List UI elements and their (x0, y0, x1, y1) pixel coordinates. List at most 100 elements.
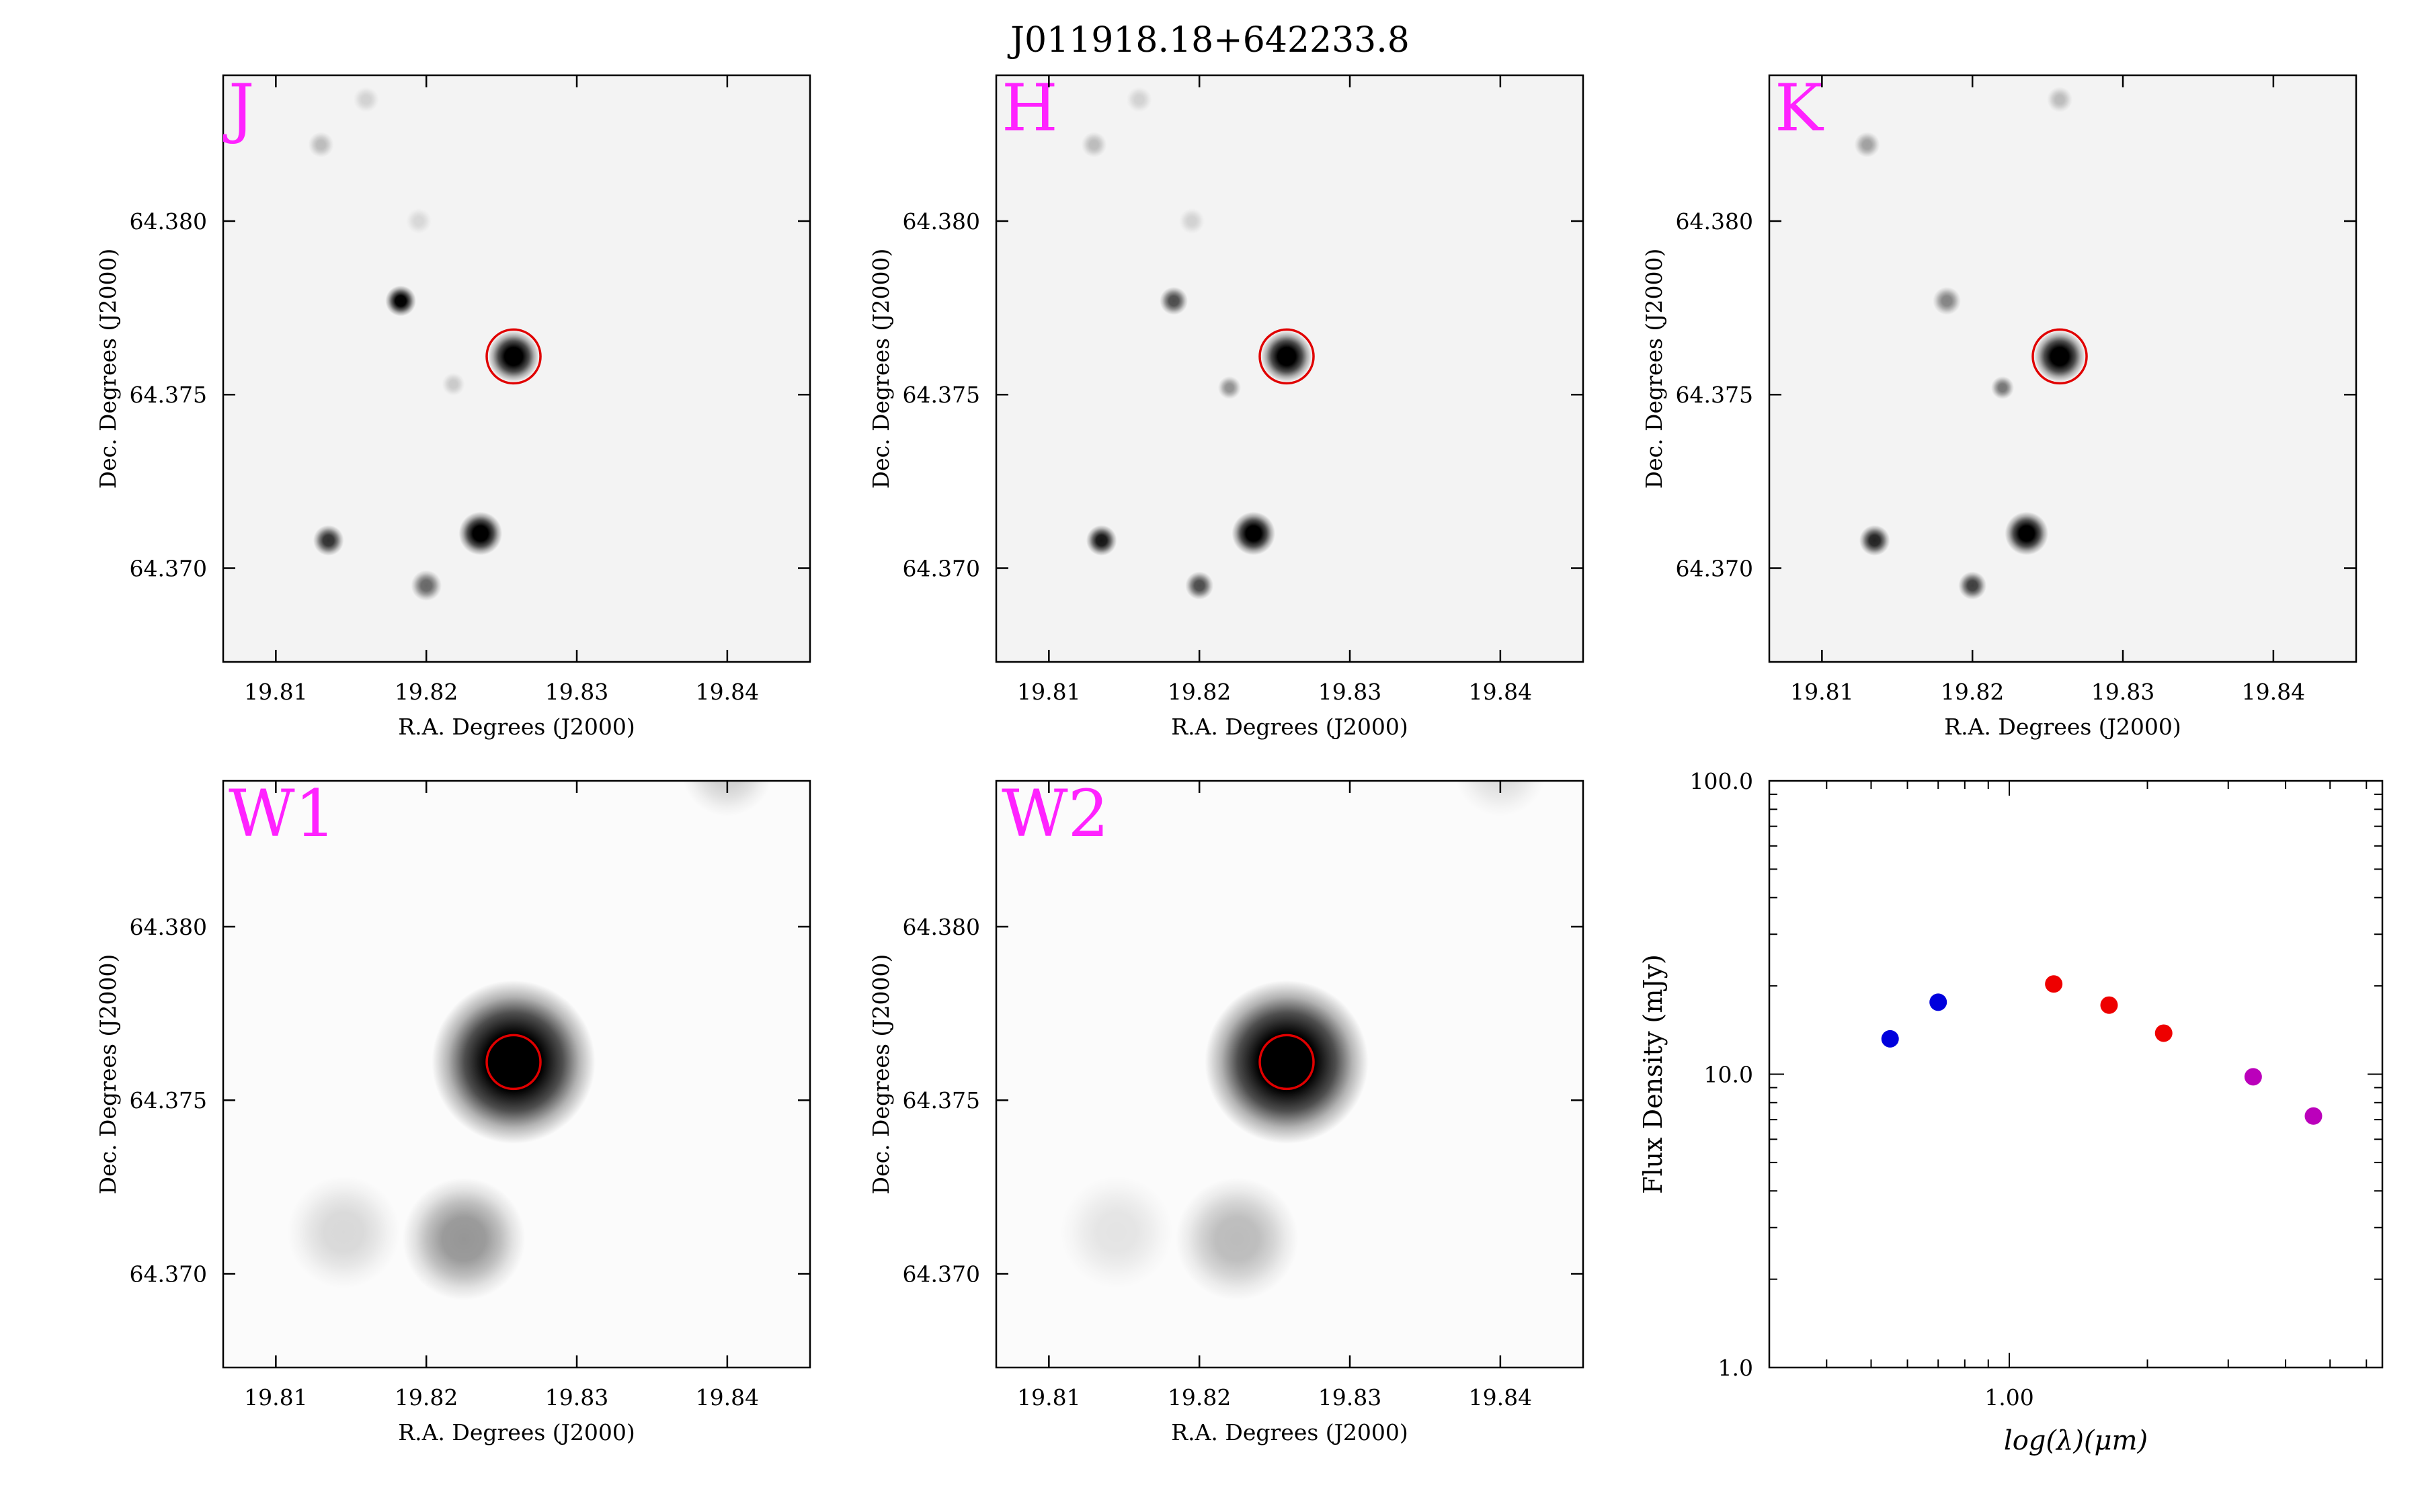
x-tick-label: 19.82 (1168, 1384, 1231, 1411)
sources-layer (1081, 87, 1313, 600)
y-tick-label: 10.0 (1704, 1062, 1753, 1088)
y-tick-label: 64.380 (903, 208, 980, 235)
sed-point (2100, 996, 2118, 1014)
source-blob (313, 525, 344, 556)
y-tick-label: 64.375 (130, 1087, 207, 1114)
source-blob (1086, 525, 1117, 556)
x-tick-label: 19.83 (545, 1384, 608, 1411)
y-tick-label: 64.380 (130, 208, 207, 235)
aperture-circle (1258, 328, 1315, 385)
source-blob (1859, 525, 1890, 556)
band-label: W1 (229, 776, 336, 851)
source-blob (458, 511, 503, 556)
source-blob (1958, 571, 1987, 600)
x-axis-label: log(λ)(μm) (2004, 1425, 2148, 1456)
source-blob (353, 87, 379, 113)
sed-point (2304, 1107, 2323, 1125)
y-axis-label: Dec. Degrees (J2000) (868, 954, 894, 1195)
y-tick-label: 64.370 (903, 1261, 980, 1288)
aperture-circle (2031, 328, 2088, 385)
source-blob (1185, 571, 1214, 600)
image-panel-h: H19.81 19.82 19.83 19.8464.37064.37564.380R… (868, 71, 1584, 740)
y-axis-label: Flux Density (mJy) (1638, 954, 1668, 1194)
y-tick-label: 100.0 (1690, 768, 1753, 794)
y-tick-label: 64.380 (130, 914, 207, 940)
x-tick-label: 19.82 (1168, 679, 1231, 705)
sed-panel: 1.0 10.0 100.0 1.00 log(λ)(μm) Flux Density (… (1638, 768, 2384, 1456)
source-blob (1126, 87, 1152, 113)
source-blob (2034, 331, 2086, 382)
y-tick-label: 1.0 (1718, 1355, 1753, 1381)
x-tick-label: 19.81 (1017, 679, 1080, 705)
aperture-circle (1258, 1034, 1315, 1091)
source-blob (1933, 286, 1962, 315)
sources-layer (308, 87, 540, 601)
aperture-circle (485, 328, 542, 385)
y-tick-label: 64.370 (130, 556, 207, 582)
x-tick-label: 19.81 (1790, 679, 1853, 705)
y-tick-label: 64.375 (1676, 382, 1753, 408)
sed-point (1881, 1030, 1899, 1048)
plot-frame (995, 780, 1584, 1369)
y-tick-label: 64.375 (903, 1087, 980, 1114)
y-tick-label: 64.370 (903, 556, 980, 582)
image-panel-w1: W1 19.81 19.82 19.83 19.84 64.370 64.375 64.380… (95, 776, 811, 1445)
sed-series (1881, 993, 1947, 1048)
x-tick-label: 19.82 (1941, 679, 2004, 705)
sed-series (2244, 1068, 2323, 1125)
source-blob (1217, 376, 1242, 400)
x-tick-label: 19.84 (696, 1384, 759, 1411)
x-tick-label: 19.84 (1469, 1384, 1532, 1411)
source-blob (1990, 376, 2015, 400)
image-panel-j: J19.81 19.82 19.83 19.8464.37064.37564.380R… (95, 71, 811, 740)
source-blob (406, 208, 432, 234)
y-tick-label: 64.375 (903, 382, 980, 408)
sed-point (2244, 1068, 2262, 1086)
image-panel-k: K 19.81 19.82 19.83 19.84 64.370 64.375 64.380 R… (1641, 71, 2357, 740)
sed-point (2045, 975, 2063, 993)
plot-frame (1768, 780, 2384, 1369)
source-blob (1060, 1175, 1173, 1289)
y-axis-label: Dec. Degrees (J2000) (95, 249, 121, 489)
band-label: W2 (1002, 776, 1109, 851)
sources-layer (1854, 87, 2086, 600)
plot-frame (222, 780, 811, 1369)
x-tick-label: 19.81 (244, 1384, 307, 1411)
band-label: K (1775, 71, 1824, 146)
y-axis-label: Dec. Degrees (J2000) (95, 954, 121, 1195)
source-blob (287, 1175, 400, 1289)
source-blob (385, 285, 416, 317)
plot-frame (995, 74, 1584, 663)
x-tick-label: 19.81 (1017, 1384, 1080, 1411)
source-blob (1081, 132, 1107, 158)
source-blob (1261, 331, 1313, 382)
source-blob (442, 372, 465, 396)
x-tick-label: 19.84 (696, 679, 759, 705)
source-blob (2047, 87, 2073, 113)
source-blob (1455, 781, 1545, 816)
sed-point (2154, 1024, 2173, 1042)
source-blob (2005, 511, 2049, 556)
image-panel-w2: W2 19.81 19.82 19.83 19.84 64.370 64.375 64.380… (868, 776, 1584, 1445)
sources-layer (1060, 781, 1545, 1301)
source-blob (1175, 1177, 1299, 1301)
source-blob (488, 331, 540, 382)
x-tick-label: 19.82 (395, 1384, 458, 1411)
y-tick-label: 64.375 (130, 382, 207, 408)
x-axis-label: R.A. Degrees (J2000) (1171, 714, 1408, 740)
x-tick-label: 19.83 (1318, 1384, 1381, 1411)
source-blob (411, 570, 442, 601)
x-tick-label: 19.83 (1318, 679, 1381, 705)
source-blob (1205, 980, 1369, 1144)
x-axis-label: R.A. Degrees (J2000) (1171, 1419, 1408, 1445)
x-axis-label: R.A. Degrees (J2000) (398, 714, 635, 740)
y-axis-label: Dec. Degrees (J2000) (1641, 249, 1667, 489)
sources-layer (287, 781, 772, 1301)
plot-frame (1768, 74, 2357, 663)
plot-frame (222, 74, 811, 663)
source-blob (1179, 208, 1205, 234)
sed-point (1929, 993, 1947, 1011)
source-blob (1854, 132, 1880, 158)
sed-series (2045, 975, 2173, 1042)
